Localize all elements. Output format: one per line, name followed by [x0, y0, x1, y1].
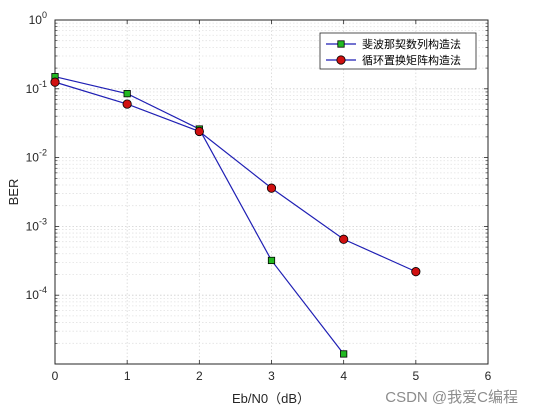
data-point [122, 99, 132, 109]
series-2 [50, 77, 421, 277]
x-tick-label: 4 [340, 369, 347, 383]
y-tick-label: 10-3 [26, 216, 47, 233]
x-axis-label: Eb/N0（dB） [232, 391, 310, 406]
legend-marker [336, 55, 346, 65]
data-point [123, 90, 131, 98]
x-tick-label: 6 [485, 369, 492, 383]
y-tick-label: 10-1 [26, 79, 47, 96]
legend-label: 斐波那契数列构造法 [362, 37, 461, 51]
x-tick-label: 2 [196, 369, 203, 383]
y-tick-label: 10-2 [26, 148, 47, 165]
data-point [339, 234, 349, 244]
legend-box [319, 32, 477, 70]
series-layer [50, 73, 421, 358]
x-tick-label: 3 [268, 369, 275, 383]
x-tick-label: 0 [52, 369, 59, 383]
y-axis-label: BER [6, 179, 21, 206]
series-line [54, 81, 417, 273]
watermark: CSDN @我爱C编程 [385, 389, 518, 406]
y-tick-label: 10-4 [26, 285, 47, 302]
data-point [411, 267, 421, 277]
legend-label: 循环置换矩阵构造法 [362, 53, 461, 67]
data-point [50, 77, 60, 87]
data-point [267, 256, 276, 265]
axis-ticks: 0 1 2 3 4 5 6 100 10-1 10-2 10-3 10-4 [26, 10, 492, 383]
y-tick-label: 100 [29, 10, 47, 27]
x-tick-label: 5 [412, 369, 419, 383]
x-tick-label: 1 [124, 369, 131, 383]
data-point [194, 126, 204, 137]
data-point [340, 350, 348, 358]
legend-marker [337, 40, 345, 48]
data-point [266, 183, 277, 193]
